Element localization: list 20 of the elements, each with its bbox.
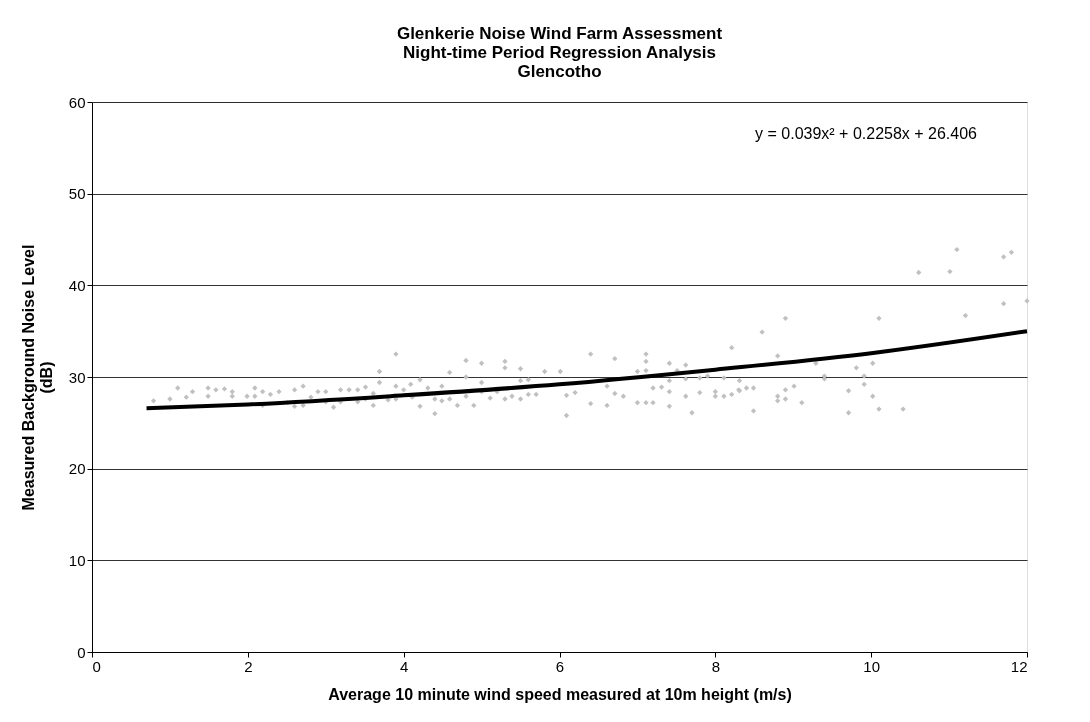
y-tick-label: 0	[77, 643, 86, 661]
y-tick-label: 60	[68, 93, 86, 111]
x-axis-title: Average 10 minute wind speed measured at 10m height (m/s)	[328, 685, 792, 703]
y-tick-label: 20	[68, 460, 86, 478]
y-axis-title: Measured Background Noise Level (dB)	[19, 244, 55, 511]
x-tick-label: 4	[399, 657, 409, 675]
y-tick-label: 10	[68, 551, 86, 569]
annotation: y = 0.039x² + 0.2258x + 26.406	[755, 125, 978, 142]
x-tick-label: 8	[711, 657, 721, 675]
text: Night-time Period Regression Analysis	[403, 43, 716, 62]
text: Glencotho	[517, 62, 602, 81]
x-tick-label: 0	[92, 657, 101, 675]
x-tick-label: 6	[555, 657, 565, 675]
x-tick-label: 12	[1010, 657, 1028, 675]
x-tick-label: 10	[863, 657, 881, 675]
y-tick-label: 40	[68, 276, 86, 294]
x-tick-label: 2	[244, 657, 253, 675]
y-tick-label: 30	[68, 368, 86, 386]
text: Glenkerie Noise Wind Farm Assessment	[396, 24, 723, 43]
y-tick-label: 50	[68, 185, 86, 203]
